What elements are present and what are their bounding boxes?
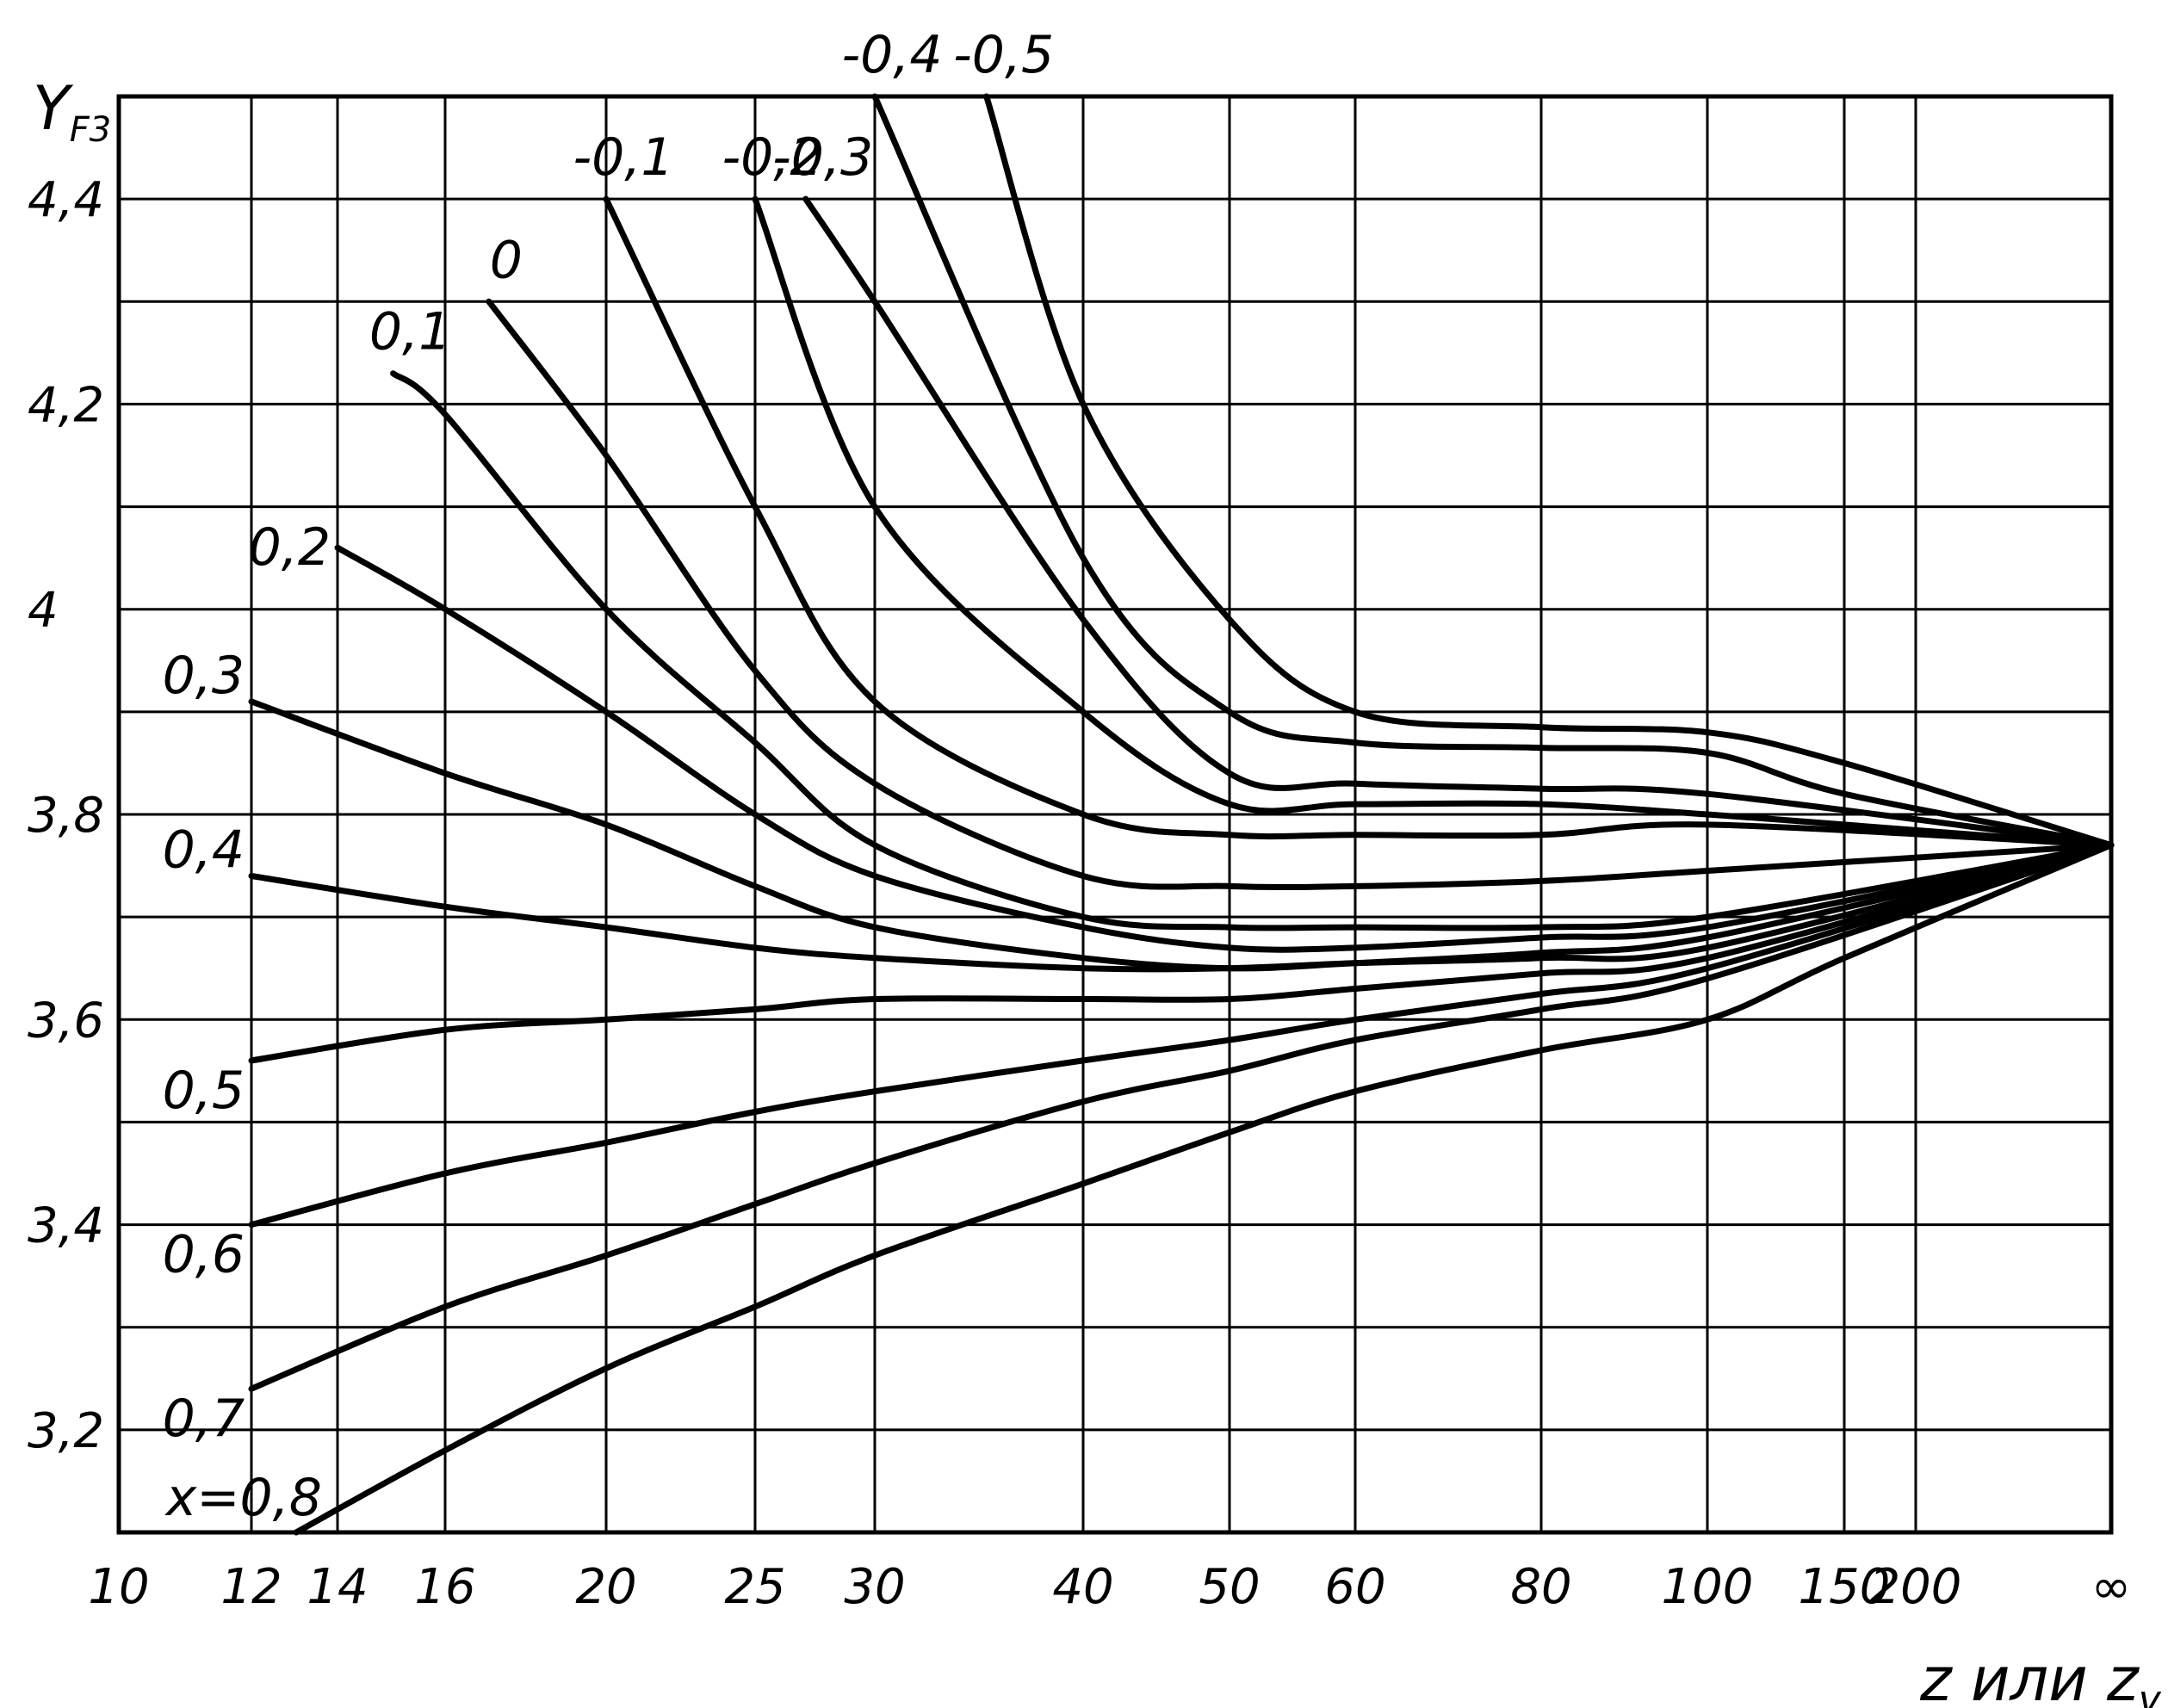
x-tick-label: ∞ [2091,1559,2132,1615]
series-label: 0,2 [249,517,331,578]
x-axis-title-main: z или z [1919,1644,2140,1708]
series-line [248,842,2115,973]
series-label: -0,1 [573,127,673,188]
x-tick-label: 10 [88,1559,149,1615]
series-line [752,195,2115,849]
series-label: 0,5 [163,1061,245,1121]
series-line [248,842,2115,1064]
series-line [871,93,2115,849]
y-tick-labels: 3,2 3,4 3,6 3,8 4 4,2 4,4 [28,172,104,1459]
series-line [293,842,2115,1536]
x-tick-label: 80 [1510,1559,1571,1615]
series-label: -0,4 [841,25,942,85]
series-label: 0,4 [163,820,245,880]
y-tick-label: 4 [28,583,59,639]
x-tick-label: 16 [414,1559,475,1615]
x-tick-label: 12 [220,1559,282,1615]
series-label: 0,7 [163,1389,245,1449]
y-tick-label: 3,2 [28,1403,104,1459]
y-axis-title: YF3 [33,73,111,150]
x-tick-label: 14 [307,1559,368,1615]
series-line [486,298,2115,891]
y-tick-label: 3,4 [28,1198,104,1254]
series-labels: -0,5-0,4 -0,3-0,2 -0,1 0 0,1 0,2 0,3 0,4 0,5 0,6 0… [163,25,1055,1528]
series-label: 0 [490,230,523,290]
series-label: -0,3 [772,127,873,188]
series-line [334,544,2115,953]
series-label: x=0,8 [164,1468,322,1528]
x-tick-label: 50 [1199,1559,1260,1615]
x-axis-title: z или zv [1919,1644,2162,1708]
series-line [390,370,2115,931]
x-tick-label: 100 [1662,1559,1754,1615]
series-line [248,842,2115,1228]
series-curves [248,93,2115,1536]
series-label: 0,1 [369,302,451,362]
x-tick-label: 20 [575,1559,636,1615]
series-label: -0,2 [722,127,822,188]
x-axis-title-sub: v [2139,1678,2162,1708]
x-tick-label: 60 [1324,1559,1385,1615]
y-axis-title-sub: F3 [70,110,111,150]
x-tick-label: 25 [724,1559,785,1615]
plot-frame [116,94,2114,1535]
y-tick-label: 3,6 [28,993,104,1049]
series-label: 0,6 [163,1225,245,1285]
series-line [802,195,2115,849]
plot-border [116,94,2114,1535]
series-line [983,93,2115,849]
x-tick-label: 200 [1870,1559,1962,1615]
y-axis-title-main: Y [33,73,74,144]
y-tick-label: 4,2 [28,377,104,433]
x-tick-label: 40 [1052,1559,1113,1615]
y-tick-label: 3,8 [28,788,104,844]
series-label: -0,5 [953,25,1054,85]
series-line [248,698,2115,972]
series-line [248,842,2115,1392]
x-tick-label: 30 [844,1559,905,1615]
y-tick-label: 4,4 [28,172,104,228]
x-tick-label: 150 [1799,1559,1891,1615]
series-label: 0,3 [163,646,245,706]
series-line [603,195,2115,849]
